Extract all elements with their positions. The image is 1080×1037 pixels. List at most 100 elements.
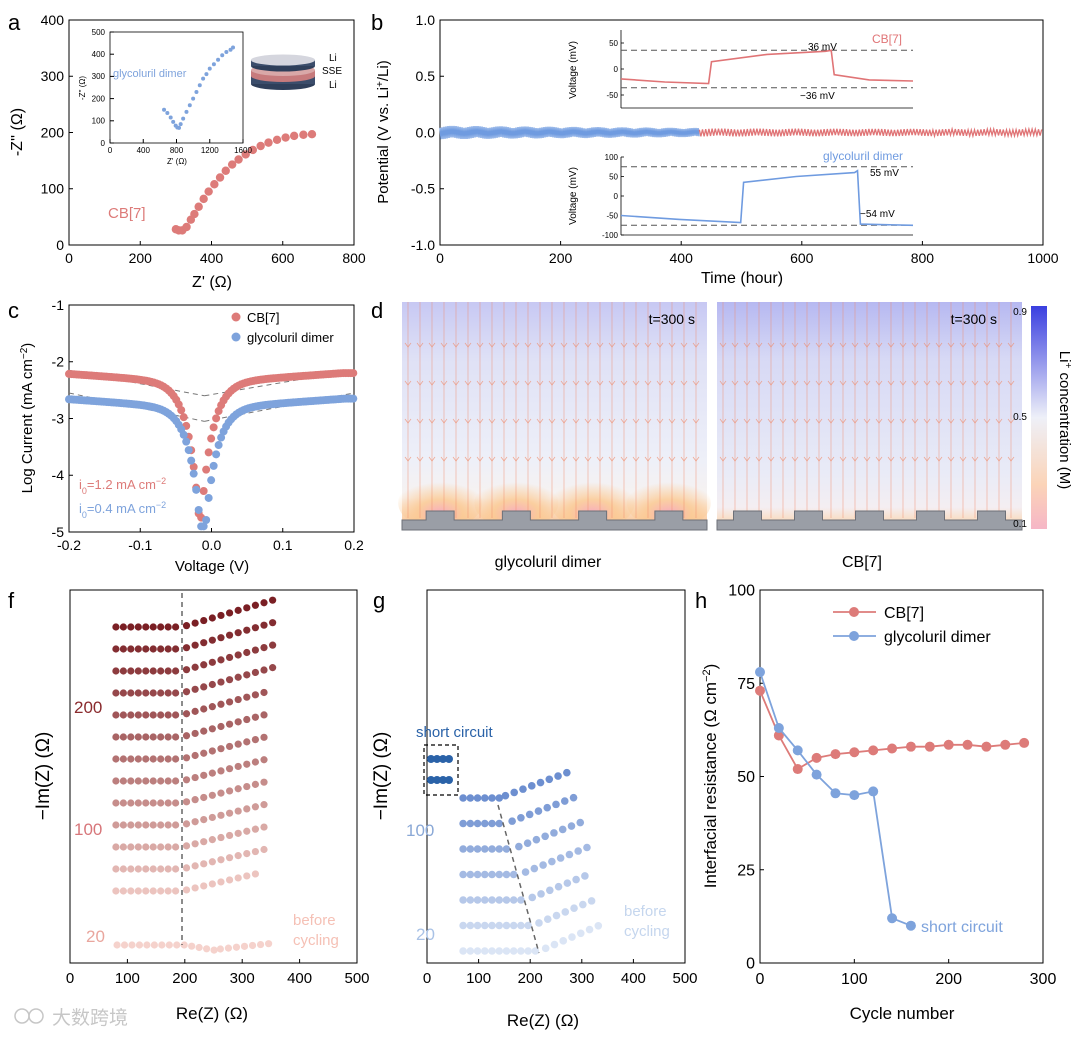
flux-arrow — [779, 380, 787, 386]
data-point — [208, 658, 216, 666]
data-point — [217, 767, 225, 775]
data-point — [191, 641, 199, 649]
flux-arrow — [692, 380, 700, 386]
data-point — [164, 821, 172, 829]
data-point — [243, 782, 251, 791]
panel-a-ylabel: -Z'' (Ω) — [9, 108, 26, 156]
flux-arrow — [548, 456, 556, 462]
data-point — [576, 929, 585, 938]
flux-arrow — [719, 456, 727, 462]
data-point — [200, 793, 208, 802]
data-point — [515, 842, 523, 851]
flux-arrow — [632, 342, 640, 348]
x-tick-label: 800 — [170, 146, 184, 155]
data-point — [243, 827, 251, 835]
legend-marker — [849, 607, 859, 617]
legend-marker — [231, 312, 241, 322]
data-point — [191, 884, 199, 892]
data-point — [112, 623, 120, 631]
panel-f-eis-stack: 0 100 200 300 400 500 200 100 20 before cycli… — [33, 589, 370, 1023]
data-point — [251, 758, 260, 766]
x-tick-label: 1000 — [1027, 250, 1058, 266]
flux-arrow — [983, 342, 991, 348]
data-point — [119, 755, 127, 763]
panel-h-ylabel: Interfacial resistance (Ω cm−2) — [701, 664, 720, 889]
data-point — [209, 423, 218, 432]
data-point — [251, 847, 260, 856]
data-point — [195, 943, 203, 952]
data-point — [207, 66, 212, 71]
inset-b1-series-label: CB[7] — [872, 32, 902, 46]
flux-arrow — [560, 380, 568, 386]
data-point — [548, 857, 556, 866]
data-point — [243, 760, 251, 768]
flux-arrow — [839, 380, 847, 386]
data-point — [251, 713, 260, 721]
data-point — [525, 810, 534, 819]
data-point — [157, 843, 165, 851]
y-tick-label: -1 — [52, 297, 65, 313]
data-point — [473, 845, 482, 853]
data-point — [243, 715, 251, 724]
flux-arrow — [767, 418, 775, 424]
flux-arrow — [644, 380, 652, 386]
data-point — [158, 941, 166, 949]
flux-arrow — [596, 418, 604, 424]
data-point — [234, 155, 243, 164]
data-point — [224, 49, 229, 54]
panel-g-cycle-20: 20 — [416, 925, 435, 944]
y-tick-label: -5 — [52, 524, 65, 540]
data-point — [119, 711, 127, 719]
data-point — [466, 845, 475, 853]
flux-arrow — [803, 456, 811, 462]
data-point — [127, 623, 135, 631]
data-point — [172, 755, 180, 763]
data-point — [225, 831, 234, 840]
data-point — [203, 945, 211, 953]
flux-arrow — [1007, 342, 1015, 348]
data-point — [164, 645, 172, 653]
data-point — [134, 667, 142, 675]
data-point — [811, 752, 822, 763]
data-point — [495, 845, 504, 853]
x-tick-label: 0 — [423, 970, 431, 987]
panel-f-anno-cycling: cycling — [293, 932, 339, 949]
data-point — [210, 946, 218, 954]
flux-arrow — [632, 456, 640, 462]
flux-arrow — [512, 380, 520, 386]
data-point — [142, 843, 150, 851]
data-point — [200, 771, 208, 779]
data-point — [248, 145, 258, 155]
flux-arrow — [512, 418, 520, 424]
data-point — [581, 872, 589, 880]
data-point — [272, 135, 282, 145]
data-point — [234, 651, 242, 659]
flux-arrow — [572, 380, 580, 386]
data-point — [134, 799, 142, 807]
panel-h-resistance: 0 100 200 300 100 75 50 25 0 CB[7] glycoluril di… — [701, 583, 1056, 1023]
x-tick-label: 0.2 — [344, 537, 364, 553]
data-point — [569, 793, 578, 802]
data-point — [459, 947, 467, 955]
flux-arrow — [887, 456, 895, 462]
flux-arrow — [755, 380, 763, 386]
data-point — [502, 947, 511, 955]
data-point — [243, 805, 251, 813]
data-point — [190, 209, 199, 219]
panel-label-a: a — [8, 10, 21, 35]
data-point — [127, 843, 135, 851]
flux-arrow — [863, 342, 871, 348]
flux-arrow — [827, 380, 835, 386]
data-point — [565, 850, 574, 859]
flux-arrow — [596, 456, 604, 462]
flux-arrow — [923, 380, 931, 386]
y-tick-label: 50 — [737, 769, 755, 786]
data-point — [112, 887, 120, 895]
data-point — [119, 865, 127, 873]
flux-arrow — [524, 456, 532, 462]
data-point — [811, 769, 822, 780]
data-point — [587, 897, 596, 905]
data-point — [445, 776, 453, 784]
data-point — [251, 780, 260, 788]
flux-arrow — [959, 342, 967, 348]
